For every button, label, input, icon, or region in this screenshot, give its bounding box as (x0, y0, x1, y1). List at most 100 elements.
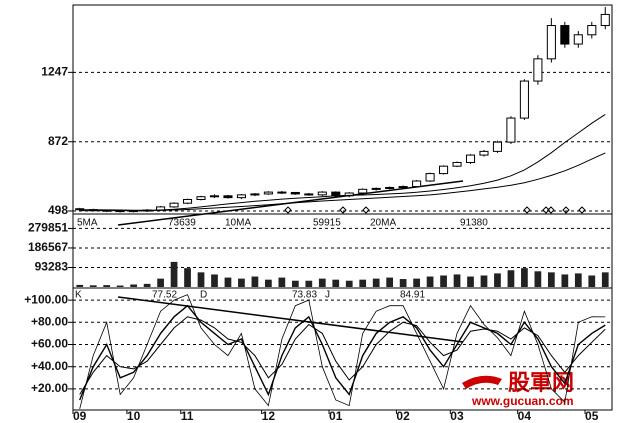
volume-bar (601, 272, 609, 287)
candle-body (169, 202, 179, 208)
volume-bar (224, 277, 232, 287)
candle-body (452, 161, 462, 167)
y-tick-label: 186567 (28, 240, 68, 254)
volume-bar (238, 278, 245, 287)
ma-value: 91380 (460, 218, 488, 229)
y-tick-label: +80.00 (31, 314, 68, 328)
legend-value: 73.83 (292, 290, 317, 301)
x-tick-label: 09 (73, 409, 87, 423)
trend-line (117, 296, 464, 343)
y-tick-label: +60.00 (31, 337, 68, 351)
y-tick-label: 498 (48, 203, 68, 217)
volume-bar (372, 278, 380, 287)
volume-bar (103, 285, 111, 287)
candle-body (236, 194, 246, 199)
x-tick-label: 03 (450, 409, 464, 423)
signal-markers (284, 206, 586, 214)
candle-body (600, 13, 610, 27)
candle-body (371, 187, 381, 190)
legend-value: 84.91 (400, 290, 425, 301)
y-tick-label: 279851 (28, 221, 68, 235)
volume-bar (386, 277, 394, 287)
candle-body (304, 193, 314, 196)
candle-body (587, 25, 597, 36)
y-tick-label: 1247 (41, 65, 68, 79)
candle-body (479, 150, 489, 156)
candle-body (317, 191, 327, 196)
volume-bar (251, 276, 259, 287)
watermark: 股軍网 www.gucuan.com (462, 370, 574, 408)
candle-body (358, 188, 368, 194)
x-tick-label: 02 (396, 409, 410, 423)
x-tick-label: 11 (181, 409, 194, 423)
moving-average (79, 113, 606, 211)
volume-bar (574, 273, 582, 287)
y-tick-label: 872 (48, 134, 68, 148)
candle-body (412, 180, 422, 188)
volume-bar (413, 278, 420, 287)
candle-body (250, 193, 260, 196)
volume-bar (547, 272, 555, 287)
moving-average (79, 152, 606, 212)
volume-bar (211, 274, 218, 287)
volume-bar (318, 278, 326, 287)
volume-bar (426, 276, 434, 287)
volume-bar (332, 279, 340, 287)
candle-body (533, 58, 543, 82)
volume-bar (440, 275, 447, 287)
volume-bar (359, 279, 367, 287)
volume-bar (89, 285, 97, 287)
indicator-line (79, 294, 606, 409)
volume-bar (534, 271, 542, 287)
ma-value: 73639 (168, 218, 196, 229)
candle-body (506, 117, 516, 143)
legend-value: 77.52 (152, 290, 177, 301)
volume-bar (453, 274, 461, 287)
volume-bar (345, 280, 353, 287)
volume-bar (399, 279, 407, 287)
candle-body (277, 191, 287, 194)
volume-bar (507, 270, 515, 287)
candle-body (465, 154, 476, 163)
volume-bar (467, 276, 474, 287)
volume-bar (291, 280, 299, 287)
x-tick-label: 01 (329, 409, 343, 423)
candle-body (209, 195, 220, 198)
candle-body (492, 141, 503, 152)
watermark-url: www.gucuan.com (471, 394, 574, 408)
y-tick-label: +40.00 (31, 359, 68, 373)
candle-body (196, 196, 206, 200)
frame (72, 4, 613, 411)
volume-bar (76, 284, 84, 287)
legend-name: D (200, 290, 207, 301)
volume-bar (494, 273, 501, 287)
volume-bar (157, 278, 164, 287)
candle-body (398, 186, 408, 189)
candle-body (546, 25, 556, 60)
volume-bar (197, 272, 205, 287)
candle-body (560, 25, 570, 45)
watermark-brand: 股軍网 (508, 370, 574, 395)
candle-body (519, 80, 529, 119)
candle-body (385, 186, 395, 189)
candle-body (573, 34, 583, 45)
volume-bar (265, 279, 272, 287)
ma-name: 20MA (370, 218, 396, 229)
volume-bar (116, 285, 124, 287)
volume-bar (588, 275, 596, 287)
volume-bar (143, 283, 151, 287)
legend-name: J (325, 290, 330, 301)
volume-bar (278, 277, 286, 287)
candle-body (182, 198, 193, 204)
x-tick-label: 05 (585, 409, 599, 423)
y-tick-label: +20.00 (31, 381, 68, 395)
ma-value: 59915 (313, 218, 341, 229)
x-tick-label: 10 (127, 409, 141, 423)
candle-body (425, 173, 435, 182)
volume-bar (305, 280, 313, 287)
candle-body (290, 191, 300, 195)
candle-body (439, 165, 449, 175)
ma-name: 5MA (77, 218, 98, 229)
volume-bar (184, 268, 191, 287)
